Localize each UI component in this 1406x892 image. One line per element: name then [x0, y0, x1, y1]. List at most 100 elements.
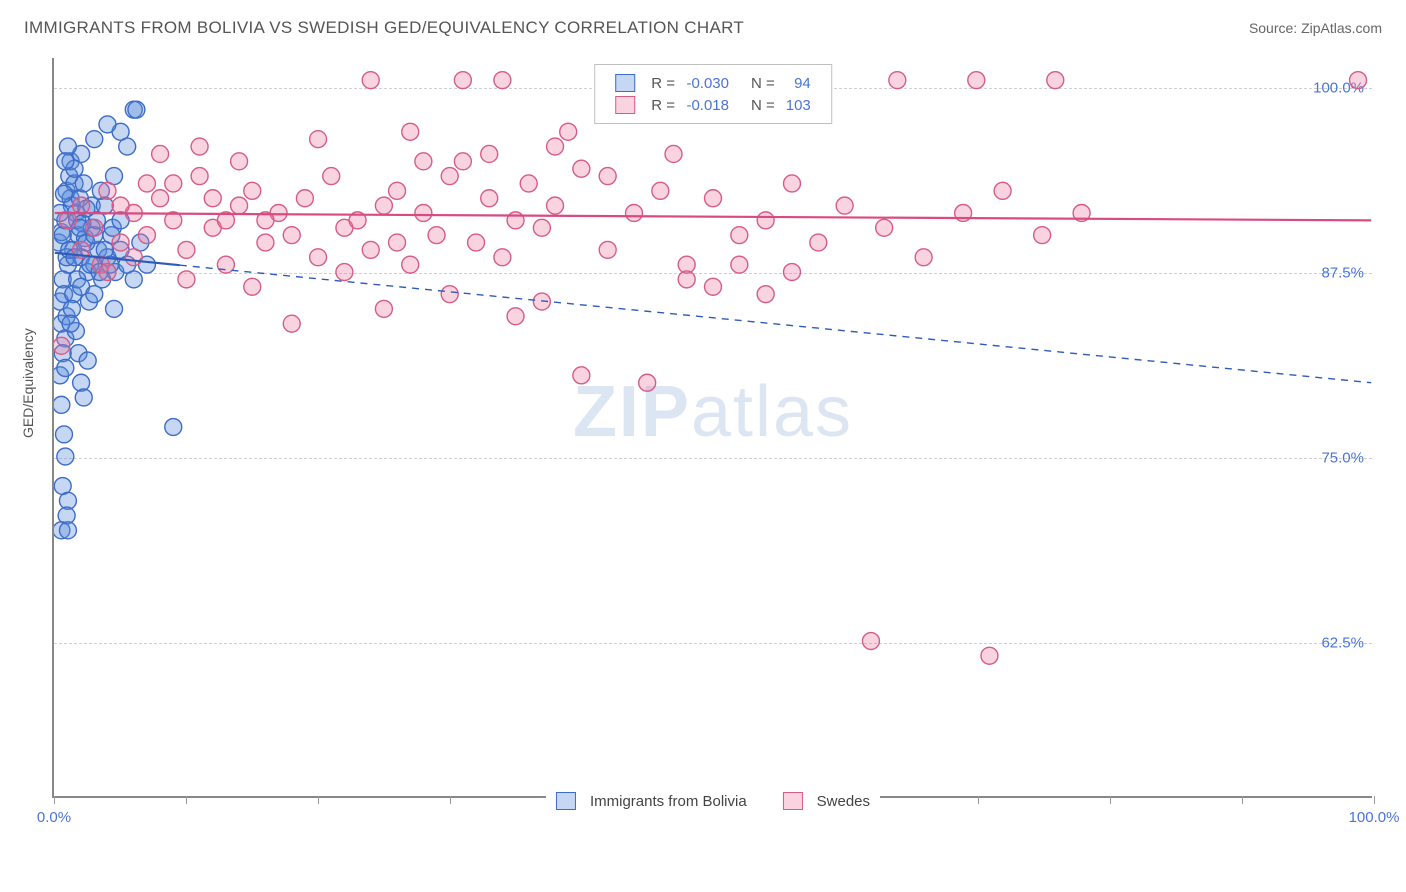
data-point [106, 300, 123, 317]
plot-area: ZIPatlas R = -0.030 N = 94 R = -0.018 [52, 58, 1372, 798]
data-point [99, 264, 116, 281]
data-point [79, 352, 96, 369]
data-point [389, 182, 406, 199]
legend-swatch-swedes [615, 96, 635, 114]
data-point [441, 286, 458, 303]
data-point [784, 264, 801, 281]
data-point [494, 72, 511, 89]
data-point [231, 153, 248, 170]
data-point [757, 286, 774, 303]
data-point [62, 315, 79, 332]
data-point [784, 175, 801, 192]
data-point [57, 448, 74, 465]
legend-n-label: N = [747, 73, 779, 93]
legend-label-bolivia: Immigrants from Bolivia [590, 793, 747, 810]
x-tick [1374, 796, 1375, 804]
data-point [402, 256, 419, 273]
x-tick-first: 0.0% [37, 809, 71, 826]
data-point [836, 197, 853, 214]
data-point [415, 205, 432, 222]
legend-stats: R = -0.030 N = 94 R = -0.018 N = 103 [594, 64, 832, 124]
data-point [573, 367, 590, 384]
data-point [981, 647, 998, 664]
data-point [415, 153, 432, 170]
data-point [705, 278, 722, 295]
legend-r-bolivia: -0.030 [681, 73, 733, 93]
data-point [165, 419, 182, 436]
x-tick [978, 796, 979, 804]
data-point [573, 160, 590, 177]
data-point [639, 374, 656, 391]
data-point [454, 153, 471, 170]
data-point [1047, 72, 1064, 89]
data-point [96, 197, 113, 214]
legend-n-swedes: 103 [781, 95, 815, 115]
data-point [310, 131, 327, 148]
data-point [994, 182, 1011, 199]
data-point [547, 197, 564, 214]
data-point [507, 308, 524, 325]
data-point [375, 300, 392, 317]
data-point [165, 175, 182, 192]
data-point [283, 315, 300, 332]
data-point [56, 185, 73, 202]
data-point [178, 271, 195, 288]
data-point [86, 286, 103, 303]
data-point [112, 197, 129, 214]
source-label: Source: ZipAtlas.com [1249, 20, 1382, 36]
data-point [57, 359, 74, 376]
data-point [125, 249, 142, 266]
x-tick [450, 796, 451, 804]
trend-line-dashed [180, 265, 1371, 383]
x-tick [186, 796, 187, 804]
data-point [375, 197, 392, 214]
data-point [244, 278, 261, 295]
data-point [99, 182, 116, 199]
data-point [56, 426, 73, 443]
chart-container: GED/Equivalency ZIPatlas R = -0.030 N = … [40, 58, 1380, 818]
data-point [1350, 72, 1367, 89]
data-point [57, 153, 74, 170]
data-point [507, 212, 524, 229]
data-point [533, 219, 550, 236]
data-point [441, 168, 458, 185]
legend-swatch-bolivia-b [556, 792, 576, 810]
data-point [560, 123, 577, 140]
legend-label-swedes: Swedes [817, 793, 870, 810]
legend-series: Immigrants from Bolivia Swedes [546, 792, 880, 810]
chart-title: IMMIGRANTS FROM BOLIVIA VS SWEDISH GED/E… [24, 18, 744, 38]
x-tick [318, 796, 319, 804]
data-point [362, 241, 379, 258]
data-point [599, 168, 616, 185]
x-tick [1110, 796, 1111, 804]
data-point [138, 175, 155, 192]
data-point [310, 249, 327, 266]
data-point [389, 234, 406, 251]
data-point [336, 264, 353, 281]
data-point [191, 138, 208, 155]
data-point [128, 101, 145, 118]
data-point [599, 241, 616, 258]
data-point [204, 190, 221, 207]
data-point [652, 182, 669, 199]
data-point [626, 205, 643, 222]
data-point [152, 145, 169, 162]
data-point [86, 219, 103, 236]
data-point [75, 175, 92, 192]
legend-n-bolivia: 94 [781, 73, 815, 93]
data-point [468, 234, 485, 251]
x-tick-last: 100.0% [1349, 809, 1400, 826]
data-point [494, 249, 511, 266]
data-point [810, 234, 827, 251]
data-point [54, 396, 70, 413]
data-point [876, 219, 893, 236]
x-tick [1242, 796, 1243, 804]
data-point [862, 633, 879, 650]
data-point [112, 234, 129, 251]
data-point [665, 145, 682, 162]
data-point [244, 182, 261, 199]
data-point [59, 138, 76, 155]
data-point [178, 241, 195, 258]
data-point [296, 190, 313, 207]
data-point [86, 131, 103, 148]
